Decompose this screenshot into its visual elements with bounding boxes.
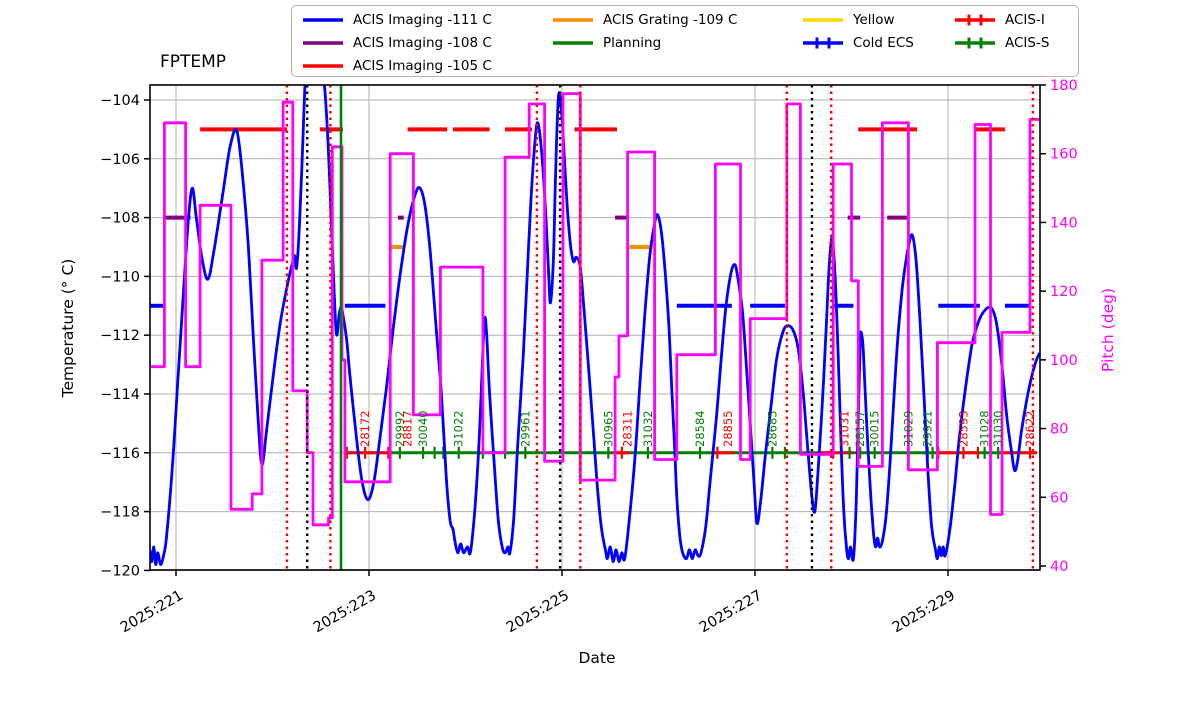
obsid-label: 31030 [991, 410, 1005, 447]
legend-item: ACIS Imaging -105 C [300, 54, 550, 77]
y-left-tick-label: −106 [100, 152, 140, 168]
obsid-label: 28855 [721, 410, 735, 447]
legend-label: ACIS-S [1005, 34, 1050, 51]
y-right-tick-label: 140 [1050, 215, 1078, 231]
obsid-label: 28157 [853, 410, 867, 447]
vertical-marker-lines [285, 85, 1035, 570]
y-left-tick-label: −104 [100, 93, 140, 109]
legend-label: Planning [603, 34, 662, 51]
axes-frame [144, 84, 1046, 576]
obsid-label: 28622 [1023, 410, 1037, 447]
y-axis-label-pitch: Pitch (deg) [1099, 288, 1117, 372]
y-left-tick-label: −120 [100, 563, 140, 579]
legend-label: ACIS Imaging -111 C [353, 11, 492, 28]
obsid-label: 31031 [838, 410, 852, 447]
legend-column: ACIS Imaging -111 C ACIS Imaging -108 C AC… [300, 8, 550, 77]
y-right-tick-label: 40 [1050, 559, 1068, 575]
obsid-label: 31028 [978, 410, 992, 447]
legend-swatch-line-icon [303, 63, 343, 68]
y-left-tick-label: −112 [100, 328, 140, 344]
obsid-label: 31029 [901, 410, 915, 447]
x-tick-label: 2025:225 [504, 588, 572, 637]
legend-item: Yellow [800, 8, 952, 31]
legend-swatch-line-icon [303, 40, 343, 45]
obsid-label: 28593 [956, 410, 970, 447]
legend-swatch-line-icon [553, 17, 593, 22]
legend-item: ACIS Imaging -108 C [300, 31, 550, 54]
obsid-label: 30015 [868, 410, 882, 447]
x-tick-label: 2025:221 [118, 588, 186, 637]
obsid-label: 28584 [693, 410, 707, 447]
legend-item: ACIS-I [952, 8, 1072, 31]
obsid-label: 30965 [601, 410, 615, 447]
x-tick-label: 2025:229 [890, 588, 958, 637]
y-axis-label-temperature: Temperature (° C) [59, 259, 77, 399]
legend-label: Cold ECS [853, 34, 914, 51]
legend-label: Yellow [853, 11, 895, 28]
y-right-tick-label: 180 [1050, 78, 1078, 94]
obsid-label: 30040 [416, 410, 430, 447]
obsid-label: 28311 [621, 410, 635, 447]
legend-item: ACIS Imaging -111 C [300, 8, 550, 31]
obsid-label: 29961 [518, 410, 532, 447]
obsid-label: 29992 [393, 410, 407, 447]
y-right-tick-label: 120 [1050, 284, 1078, 300]
obsid-label: 28817 [401, 410, 415, 447]
data-series [150, 85, 1040, 566]
legend-label: ACIS Grating -109 C [603, 11, 738, 28]
legend-item: Planning [550, 31, 800, 54]
legend-label: ACIS-I [1005, 11, 1045, 28]
obsid-label: 28685 [765, 410, 779, 447]
obsid-label: 31022 [452, 410, 466, 447]
legend-swatch-line-icon [803, 17, 843, 22]
y-right-tick-label: 80 [1050, 422, 1068, 438]
planning-baseline-116 [344, 446, 1037, 459]
x-tick-label: 2025:227 [697, 588, 765, 637]
y-left-tick-label: −118 [100, 505, 140, 521]
legend-swatch-line-plus-icon [955, 37, 995, 48]
obsid-label: 28172 [358, 410, 372, 447]
obsid-label: 29921 [921, 410, 935, 447]
x-axis-label: Date [578, 649, 615, 667]
legend-column: ACIS-I ACIS-S [952, 8, 1072, 54]
y-right-tick-label: 160 [1050, 147, 1078, 163]
legend-column: Yellow Cold ECS [800, 8, 952, 54]
legend-swatch-line-plus-icon [955, 14, 995, 25]
fptemp-curve [150, 85, 1040, 566]
legend-swatch-line-plus-icon [803, 37, 843, 48]
legend-item: Cold ECS [800, 31, 952, 54]
y-left-tick-label: −110 [100, 269, 140, 285]
obsid-label: 31032 [641, 410, 655, 447]
legend-swatch-line-icon [553, 40, 593, 45]
y-left-tick-label: −108 [100, 211, 140, 227]
legend-item: ACIS Grating -109 C [550, 8, 800, 31]
legend-label: ACIS Imaging -105 C [353, 57, 492, 74]
pitch-curve [150, 92, 1040, 527]
legend-swatch-line-icon [303, 17, 343, 22]
y-right-tick-label: 100 [1050, 353, 1078, 369]
legend-item: ACIS-S [952, 31, 1072, 54]
chart-title: FPTEMP [160, 52, 226, 72]
y-right-tick-label: 60 [1050, 490, 1068, 506]
y-left-tick-label: −116 [100, 446, 140, 462]
plot-border [149, 84, 1041, 571]
legend: ACIS Imaging -111 C ACIS Imaging -108 C AC… [291, 5, 1079, 77]
legend-label: ACIS Imaging -108 C [353, 34, 492, 51]
x-tick-label: 2025:223 [311, 588, 379, 637]
y-left-tick-label: −114 [100, 387, 140, 403]
legend-column: ACIS Grating -109 C Planning [550, 8, 800, 54]
